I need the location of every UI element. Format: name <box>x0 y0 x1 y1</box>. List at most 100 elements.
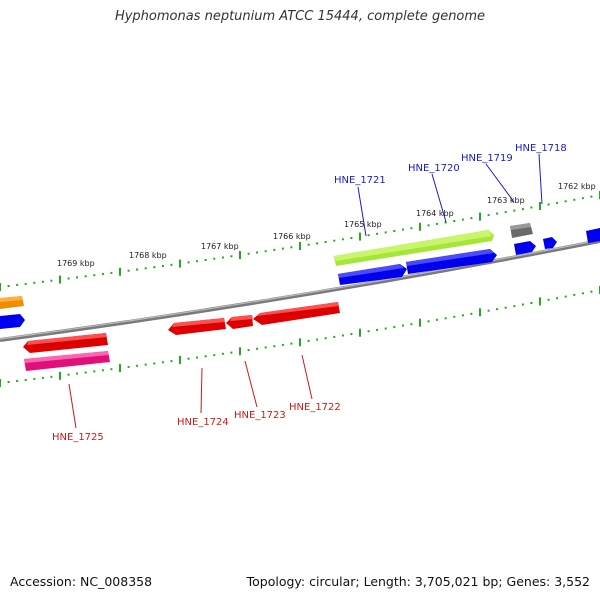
accession-text: Accession: NC_008358 <box>10 574 153 589</box>
gene-edge-left-orange[interactable] <box>0 296 24 309</box>
gene-hne-1722[interactable] <box>253 302 340 325</box>
minor-tick <box>556 201 559 204</box>
gene-hne-1725-b[interactable] <box>24 351 110 371</box>
minor-tick <box>367 234 370 237</box>
minor-tick <box>513 305 516 308</box>
major-tick <box>239 251 241 259</box>
minor-tick <box>573 198 576 201</box>
minor-tick <box>350 237 353 239</box>
gene-hne-1725[interactable] <box>23 333 108 353</box>
minor-tick <box>556 297 559 300</box>
gene-label-hne-1718[interactable]: HNE_1718 <box>515 143 567 154</box>
minor-tick <box>196 356 199 359</box>
minor-tick <box>444 221 447 224</box>
minor-tick <box>16 283 19 286</box>
minor-tick <box>333 239 336 242</box>
gene-hne-1718[interactable] <box>543 237 557 249</box>
gene-label-hne-1721[interactable]: HNE_1721 <box>334 175 386 186</box>
major-tick <box>119 364 121 373</box>
minor-tick <box>496 308 499 311</box>
minor-tick <box>581 292 584 295</box>
gene-hne-1723[interactable] <box>226 315 253 329</box>
minor-tick <box>521 303 524 306</box>
major-tick <box>0 379 1 387</box>
minor-tick <box>196 260 199 263</box>
minor-tick <box>93 274 96 277</box>
minor-tick <box>16 380 19 382</box>
minor-tick <box>547 203 550 206</box>
gene-label-hne-1724[interactable]: HNE_1724 <box>177 417 229 428</box>
minor-tick <box>153 362 156 365</box>
minor-tick <box>281 247 284 250</box>
genome-stats-text: Topology: circular; Length: 3,705,021 bp… <box>246 574 590 589</box>
major-tick <box>419 222 421 231</box>
minor-tick <box>496 212 499 215</box>
major-tick <box>479 212 481 221</box>
gene-edge-left-blue[interactable] <box>0 314 25 329</box>
minor-tick <box>341 334 344 337</box>
minor-tick <box>127 269 130 272</box>
minor-tick <box>316 242 319 245</box>
gene-hne-1720[interactable] <box>406 249 497 274</box>
minor-tick <box>487 309 490 312</box>
minor-tick <box>93 370 96 373</box>
gene-label-hne-1722[interactable]: HNE_1722 <box>289 402 341 413</box>
minor-tick <box>444 317 447 320</box>
minor-tick <box>436 318 439 321</box>
major-tick <box>539 202 541 210</box>
major-tick <box>359 328 361 337</box>
minor-tick <box>461 218 464 221</box>
minor-tick <box>427 224 430 227</box>
minor-tick <box>33 377 36 380</box>
minor-tick <box>410 227 413 230</box>
minor-tick <box>384 231 387 234</box>
inner-scale-ticks <box>0 286 600 387</box>
gene-label-hne-1720[interactable]: HNE_1720 <box>408 163 460 174</box>
minor-tick <box>316 338 319 341</box>
gene-label-hne-1725[interactable]: HNE_1725 <box>52 432 104 443</box>
minor-tick <box>350 333 353 336</box>
gene-hne-1721[interactable] <box>334 230 494 266</box>
minor-tick <box>427 320 430 323</box>
minor-tick <box>393 230 396 232</box>
major-tick <box>59 371 61 380</box>
major-tick <box>239 347 241 356</box>
gene-label-hne-1723[interactable]: HNE_1723 <box>234 410 286 421</box>
minor-tick <box>590 195 593 198</box>
minor-tick <box>136 268 139 271</box>
major-tick <box>179 259 181 268</box>
minor-tick <box>504 306 507 309</box>
gene-hne-1724[interactable] <box>168 318 226 335</box>
gene-hne-1718-a[interactable] <box>514 241 536 255</box>
genome-title: Hyphomonas neptunium ATCC 15444, complet… <box>114 9 486 24</box>
minor-tick <box>221 256 224 259</box>
gene-hne-1720-a[interactable] <box>338 264 407 285</box>
scale-label: 1762 kbp <box>558 182 596 191</box>
minor-tick <box>213 354 216 357</box>
minor-tick <box>127 365 130 368</box>
minor-tick <box>76 372 79 375</box>
major-tick <box>179 355 181 364</box>
gene-label-hne-1719[interactable]: HNE_1719 <box>461 153 513 164</box>
minor-tick <box>367 330 370 333</box>
minor-tick <box>530 302 533 304</box>
minor-tick <box>153 266 156 269</box>
minor-tick <box>376 328 379 331</box>
minor-tick <box>256 251 259 254</box>
minor-tick <box>547 298 550 301</box>
reverse-gene-labels: HNE_1725 HNE_1724 HNE_1723 HNE_1722 <box>52 402 341 443</box>
minor-tick <box>564 295 567 298</box>
minor-tick <box>401 324 404 327</box>
minor-tick <box>7 285 10 287</box>
minor-tick <box>256 347 259 350</box>
minor-tick <box>41 376 44 379</box>
minor-tick <box>504 211 507 214</box>
scale-label: 1764 kbp <box>416 209 454 218</box>
minor-tick <box>401 228 404 231</box>
gene-edge-right[interactable] <box>586 228 600 243</box>
minor-tick <box>33 281 36 284</box>
minor-tick <box>470 217 473 220</box>
gene-hne-1719[interactable] <box>510 223 533 238</box>
scale-label: 1766 kbp <box>273 232 311 241</box>
